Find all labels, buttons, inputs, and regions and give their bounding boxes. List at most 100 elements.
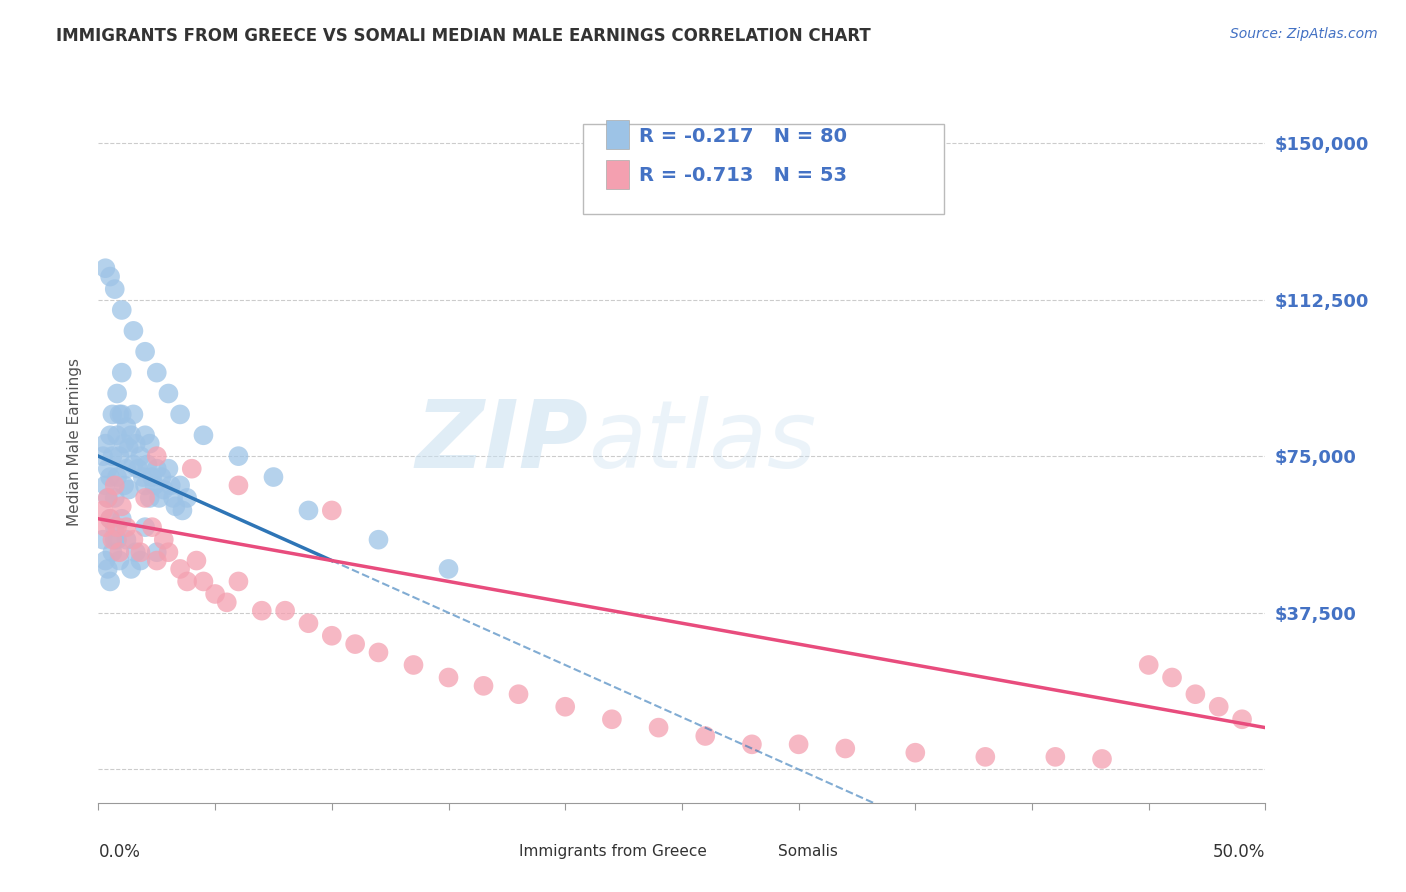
Point	[125, 545, 148, 559]
Point	[974, 749, 997, 764]
Point	[105, 386, 128, 401]
Point	[91, 449, 114, 463]
Point	[193, 428, 215, 442]
FancyBboxPatch shape	[582, 124, 945, 214]
Bar	[749, 840, 770, 862]
Point	[104, 520, 127, 534]
Point	[1184, 687, 1206, 701]
Point	[132, 470, 155, 484]
Point	[165, 500, 187, 514]
Point	[112, 478, 135, 492]
Point	[274, 604, 297, 618]
Point	[112, 436, 135, 450]
Point	[228, 449, 250, 463]
Point	[94, 520, 117, 534]
Point	[146, 553, 169, 567]
Point	[134, 520, 156, 534]
Point	[228, 574, 250, 589]
Point	[111, 408, 134, 422]
Point	[159, 478, 181, 492]
Point	[108, 553, 131, 567]
Point	[695, 729, 717, 743]
Point	[94, 478, 117, 492]
Point	[554, 699, 576, 714]
Point	[262, 470, 284, 484]
Point	[122, 324, 145, 338]
Point	[115, 461, 138, 475]
Point	[186, 553, 208, 567]
Point	[115, 420, 138, 434]
Point	[108, 408, 131, 422]
Point	[134, 428, 156, 442]
Point	[143, 478, 166, 492]
Point	[98, 470, 121, 484]
Point	[204, 587, 226, 601]
Point	[97, 562, 120, 576]
Point	[122, 458, 145, 472]
Point	[134, 478, 156, 492]
Point	[97, 461, 120, 475]
Point	[297, 503, 319, 517]
Point	[141, 470, 163, 484]
Point	[169, 408, 191, 422]
Text: R = -0.217   N = 80: R = -0.217 N = 80	[638, 128, 846, 146]
Text: 0.0%: 0.0%	[98, 843, 141, 861]
Point	[157, 461, 180, 475]
Point	[157, 545, 180, 559]
Point	[193, 574, 215, 589]
Point	[157, 386, 180, 401]
Point	[101, 545, 124, 559]
Point	[127, 461, 149, 475]
Point	[111, 366, 134, 380]
Point	[108, 545, 131, 559]
Point	[115, 520, 138, 534]
Point	[1230, 712, 1253, 726]
Point	[125, 436, 148, 450]
Bar	[489, 840, 510, 862]
Point	[111, 512, 134, 526]
Point	[1091, 752, 1114, 766]
Point	[98, 428, 121, 442]
Point	[600, 712, 623, 726]
Y-axis label: Median Male Earnings: Median Male Earnings	[67, 358, 83, 525]
Point	[402, 657, 425, 672]
Point	[120, 428, 142, 442]
Point	[101, 449, 124, 463]
Point	[321, 503, 343, 517]
Point	[104, 478, 127, 492]
Point	[141, 520, 163, 534]
Point	[105, 428, 128, 442]
Point	[111, 303, 134, 318]
Point	[139, 436, 162, 450]
Text: IMMIGRANTS FROM GREECE VS SOMALI MEDIAN MALE EARNINGS CORRELATION CHART: IMMIGRANTS FROM GREECE VS SOMALI MEDIAN …	[56, 27, 870, 45]
Point	[1208, 699, 1230, 714]
Point	[321, 629, 343, 643]
Point	[115, 533, 138, 547]
Point	[97, 491, 120, 505]
Point	[98, 512, 121, 526]
Point	[98, 512, 121, 526]
Point	[647, 721, 669, 735]
Point	[129, 545, 152, 559]
Point	[228, 478, 250, 492]
Point	[104, 533, 127, 547]
Text: atlas: atlas	[589, 396, 817, 487]
Point	[146, 461, 169, 475]
Point	[176, 491, 198, 505]
Text: Somalis: Somalis	[778, 844, 838, 859]
Point	[472, 679, 495, 693]
Point	[118, 441, 141, 455]
Point	[129, 553, 152, 567]
Point	[94, 261, 117, 276]
Point	[297, 616, 319, 631]
Point	[98, 574, 121, 589]
Point	[101, 408, 124, 422]
Point	[101, 533, 124, 547]
Point	[152, 483, 174, 497]
Point	[98, 269, 121, 284]
Point	[152, 533, 174, 547]
Point	[122, 408, 145, 422]
Point	[136, 458, 159, 472]
Text: Immigrants from Greece: Immigrants from Greece	[519, 844, 706, 859]
Text: Source: ZipAtlas.com: Source: ZipAtlas.com	[1230, 27, 1378, 41]
